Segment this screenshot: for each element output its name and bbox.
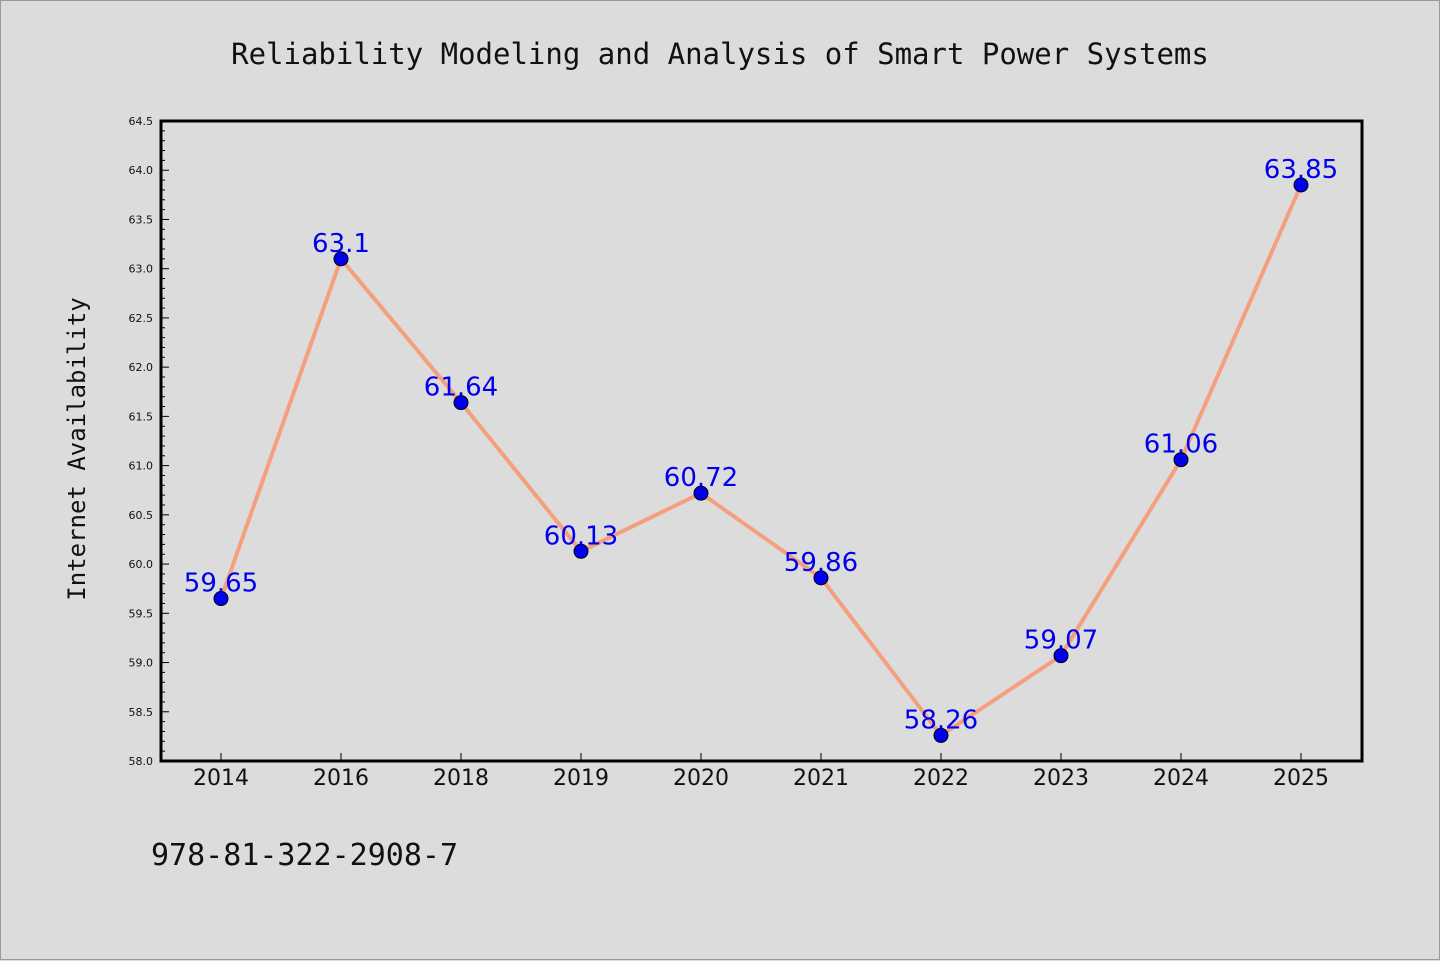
x-tick-label: 2016 xyxy=(313,766,369,791)
y-tick-label: 58.0 xyxy=(129,755,154,768)
y-tick-label: 59.5 xyxy=(129,607,154,620)
series-line xyxy=(219,184,1303,738)
y-tick-label: 63.5 xyxy=(129,213,154,226)
data-label: 60.13 xyxy=(544,521,618,551)
x-tick-label: 2014 xyxy=(193,766,249,791)
y-tick-label: 61.5 xyxy=(129,410,154,423)
x-tick-label: 2020 xyxy=(673,766,729,791)
y-tick-label: 64.5 xyxy=(129,115,154,128)
chart-title: Reliability Modeling and Analysis of Sma… xyxy=(231,37,1209,71)
x-tick-label: 2022 xyxy=(913,766,969,791)
data-label: 59.07 xyxy=(1024,626,1098,656)
x-tick-label: 2021 xyxy=(793,766,849,791)
data-point xyxy=(333,251,349,267)
data-label: 60.72 xyxy=(664,463,738,493)
y-tick-label: 58.5 xyxy=(129,706,154,719)
data-point xyxy=(813,570,829,586)
y-axis-label: Internet Availability xyxy=(63,297,91,600)
data-point xyxy=(1053,648,1069,664)
data-point xyxy=(1293,177,1309,193)
x-tick-label: 2018 xyxy=(433,766,489,791)
y-tick-label: 64.0 xyxy=(129,164,154,177)
y-tick-label: 59.0 xyxy=(129,657,154,670)
x-tick-label: 2023 xyxy=(1033,766,1089,791)
y-tick-label: 60.0 xyxy=(129,558,154,571)
axis-ticks: 58.0 58.5 59.0 59.5 60.0 60.5 61.0 61.5 62.0 62.5… xyxy=(129,115,1330,791)
data-label: 61.64 xyxy=(424,373,498,403)
data-label: 59.86 xyxy=(784,548,858,578)
y-tick-label: 62.0 xyxy=(129,361,154,374)
data-label: 61.06 xyxy=(1144,430,1218,460)
data-label: 59.65 xyxy=(184,569,258,599)
data-label: 63.85 xyxy=(1264,155,1338,185)
x-tick-label: 2019 xyxy=(553,766,609,791)
y-tick-label: 60.5 xyxy=(129,509,154,522)
data-point xyxy=(933,727,949,743)
y-tick-label: 63.0 xyxy=(129,263,154,276)
series-group: 59.65 63.1 61.64 60.13 60.72 59.86 58.26 59.07 6… xyxy=(184,155,1338,743)
data-point xyxy=(1173,452,1189,468)
data-point xyxy=(213,591,229,607)
data-point xyxy=(693,485,709,501)
data-point xyxy=(573,543,589,559)
footer-isbn: 978-81-322-2908-7 xyxy=(151,838,458,873)
y-tick-label: 62.5 xyxy=(129,312,154,325)
x-tick-label: 2024 xyxy=(1153,766,1209,791)
data-label: 58.26 xyxy=(904,705,978,735)
x-tick-label: 2025 xyxy=(1273,766,1329,791)
data-label: 63.1 xyxy=(312,229,370,259)
plot-frame xyxy=(159,119,1364,763)
y-tick-label: 61.0 xyxy=(129,460,154,473)
data-point xyxy=(453,395,469,411)
